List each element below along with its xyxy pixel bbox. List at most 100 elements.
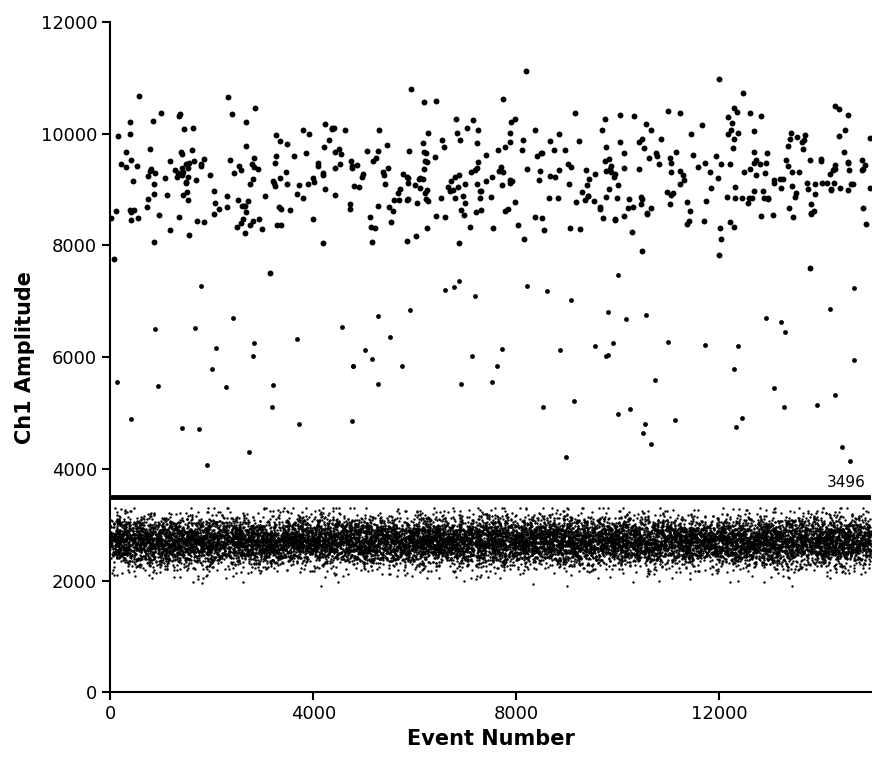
Point bbox=[319, 531, 333, 543]
Point bbox=[109, 532, 123, 544]
Point bbox=[199, 526, 214, 539]
Point bbox=[505, 526, 519, 539]
Point bbox=[291, 550, 305, 562]
Point bbox=[714, 529, 728, 541]
Point bbox=[309, 550, 323, 562]
Point bbox=[733, 524, 747, 536]
Point bbox=[245, 541, 260, 553]
Point bbox=[312, 520, 326, 532]
Point bbox=[301, 542, 315, 554]
Point bbox=[154, 547, 168, 559]
Point bbox=[106, 556, 120, 568]
Point bbox=[472, 526, 486, 539]
Point bbox=[201, 539, 215, 551]
Point bbox=[167, 541, 182, 553]
Point bbox=[580, 539, 595, 552]
Point bbox=[588, 554, 602, 566]
Point bbox=[259, 535, 273, 547]
Point bbox=[619, 537, 633, 549]
Point bbox=[708, 543, 722, 555]
Point bbox=[197, 524, 211, 536]
Point bbox=[614, 525, 628, 537]
Point bbox=[719, 555, 734, 567]
Point bbox=[516, 538, 530, 550]
Point bbox=[159, 550, 173, 562]
Point bbox=[242, 523, 256, 536]
Point bbox=[825, 525, 839, 537]
Point bbox=[616, 533, 630, 545]
Point bbox=[167, 536, 181, 549]
Point bbox=[482, 529, 496, 541]
Point bbox=[200, 546, 214, 558]
Point bbox=[378, 526, 392, 539]
Point bbox=[200, 548, 214, 560]
Point bbox=[768, 523, 782, 536]
Point bbox=[683, 533, 697, 545]
Point bbox=[523, 518, 537, 530]
Point bbox=[171, 523, 185, 536]
Point bbox=[194, 577, 208, 589]
Point bbox=[567, 546, 581, 558]
Point bbox=[237, 512, 252, 524]
Point bbox=[348, 514, 362, 526]
Point bbox=[791, 539, 805, 552]
Point bbox=[438, 511, 452, 523]
Point bbox=[656, 539, 670, 552]
Point bbox=[639, 511, 653, 523]
Point bbox=[493, 517, 507, 529]
Point bbox=[128, 542, 143, 554]
Point bbox=[161, 529, 175, 541]
Point bbox=[649, 525, 664, 537]
Point bbox=[238, 549, 253, 562]
Point bbox=[128, 558, 143, 571]
Point bbox=[816, 534, 830, 546]
Point bbox=[747, 531, 761, 543]
Point bbox=[469, 537, 483, 549]
Point bbox=[377, 537, 392, 549]
Point bbox=[533, 529, 548, 542]
Point bbox=[618, 542, 632, 554]
Point bbox=[450, 530, 464, 542]
Point bbox=[236, 528, 250, 540]
Point bbox=[595, 529, 609, 541]
Point bbox=[322, 536, 336, 548]
Point bbox=[857, 544, 871, 556]
Point bbox=[695, 534, 709, 546]
Point bbox=[293, 523, 307, 536]
Point bbox=[508, 546, 522, 558]
Point bbox=[462, 538, 476, 550]
Point bbox=[301, 529, 315, 542]
Point bbox=[815, 550, 829, 562]
Point bbox=[247, 552, 261, 564]
Point bbox=[442, 533, 456, 545]
Point bbox=[804, 528, 819, 540]
Point bbox=[361, 535, 376, 547]
Point bbox=[719, 531, 734, 543]
Point bbox=[285, 540, 299, 552]
Point bbox=[587, 542, 601, 554]
Point bbox=[282, 523, 296, 535]
Point bbox=[232, 529, 246, 541]
Point bbox=[811, 548, 825, 560]
Point bbox=[212, 553, 226, 565]
Point bbox=[673, 532, 688, 544]
Point bbox=[280, 536, 294, 549]
Point bbox=[338, 546, 353, 558]
Point bbox=[388, 532, 402, 544]
Point bbox=[382, 555, 396, 568]
Point bbox=[595, 533, 609, 545]
Point bbox=[595, 548, 610, 560]
Point bbox=[241, 547, 255, 559]
Point bbox=[678, 535, 692, 547]
Point bbox=[813, 555, 828, 568]
Point bbox=[112, 533, 126, 545]
Point bbox=[555, 547, 569, 559]
Point bbox=[509, 529, 524, 542]
Point bbox=[364, 535, 378, 547]
Point bbox=[665, 523, 680, 536]
Point bbox=[441, 517, 455, 529]
Point bbox=[190, 552, 205, 564]
Point bbox=[224, 533, 238, 545]
Point bbox=[520, 539, 534, 552]
Point bbox=[610, 533, 624, 545]
